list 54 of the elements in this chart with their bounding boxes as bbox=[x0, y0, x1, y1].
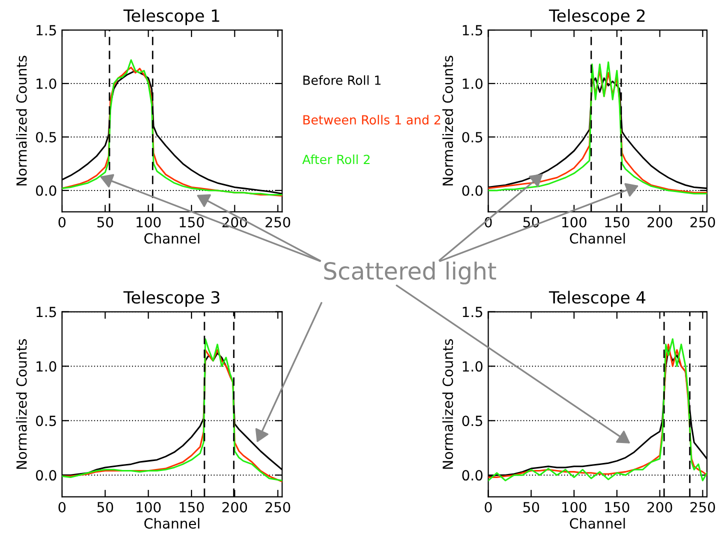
x-tick-label: 200 bbox=[222, 502, 247, 512]
y-tick-label: 1.5 bbox=[36, 306, 56, 318]
text: Scattered light bbox=[324, 262, 496, 284]
y-tick-label: 0.0 bbox=[462, 470, 482, 481]
y-tick-label: 1.5 bbox=[462, 25, 482, 36]
x-tick-label: 100 bbox=[136, 216, 161, 228]
y-tick-label: 0.5 bbox=[462, 132, 482, 142]
chart-title: Telescope 3 bbox=[123, 290, 220, 307]
legend-label: Before Roll 1 bbox=[303, 75, 381, 85]
x-tick-label: 150 bbox=[605, 216, 630, 228]
x-tick-label: 150 bbox=[180, 216, 204, 228]
x-tick-label: 100 bbox=[136, 502, 161, 512]
y-axis-title: Normalized Counts bbox=[442, 56, 454, 186]
y-axis-title: Normalized Counts bbox=[16, 339, 27, 469]
x-tick-label: 250 bbox=[266, 502, 290, 512]
chart-title: Telescope 4 bbox=[548, 290, 646, 307]
y-axis-title: Normalized Counts bbox=[16, 56, 27, 186]
y-axis-title: Normalized Counts bbox=[442, 339, 454, 469]
x-tick-label: 250 bbox=[690, 502, 716, 512]
x-tick-label: 250 bbox=[690, 216, 716, 228]
x-tick-label: 0 bbox=[58, 216, 66, 228]
y-tick-label: 1.5 bbox=[462, 306, 482, 318]
x-tick-label: 200 bbox=[648, 216, 672, 228]
x-axis-title: Channel bbox=[570, 232, 625, 244]
text: After Roll 2 bbox=[302, 154, 370, 164]
x-axis-title: Channel bbox=[570, 518, 625, 529]
x-tick-label: 200 bbox=[648, 502, 672, 512]
x-tick-label: 100 bbox=[562, 216, 586, 228]
y-tick-label: 0.5 bbox=[462, 416, 482, 426]
y-tick-label: 1.0 bbox=[462, 78, 482, 89]
text: Between Rolls 1 and 2 bbox=[303, 114, 440, 125]
y-tick-label: 1.0 bbox=[36, 78, 56, 89]
x-tick-label: 50 bbox=[523, 216, 540, 228]
x-axis-title: Channel bbox=[144, 232, 200, 244]
x-tick-label: 50 bbox=[97, 216, 114, 228]
y-tick-label: 0.5 bbox=[36, 132, 56, 142]
x-axis-title: Channel bbox=[144, 518, 200, 529]
y-tick-label: 0.5 bbox=[36, 416, 56, 426]
x-tick-label: 0 bbox=[58, 502, 66, 512]
y-tick-label: 1.0 bbox=[36, 361, 56, 372]
y-tick-label: 0.0 bbox=[36, 185, 56, 196]
x-tick-label: 150 bbox=[180, 502, 204, 512]
y-tick-label: 0.0 bbox=[462, 185, 482, 196]
y-tick-label: 0.0 bbox=[36, 470, 56, 481]
x-tick-label: 250 bbox=[266, 216, 290, 228]
x-tick-label: 150 bbox=[605, 502, 630, 512]
chart-title: Telescope 2 bbox=[548, 9, 645, 26]
y-tick-label: 1.5 bbox=[36, 25, 56, 36]
x-tick-label: 50 bbox=[523, 502, 540, 512]
chart-title: Telescope 1 bbox=[123, 9, 220, 26]
x-tick-label: 0 bbox=[484, 502, 492, 512]
x-tick-label: 100 bbox=[562, 502, 586, 512]
x-tick-label: 50 bbox=[97, 502, 114, 512]
y-tick-label: 1.0 bbox=[462, 361, 482, 372]
